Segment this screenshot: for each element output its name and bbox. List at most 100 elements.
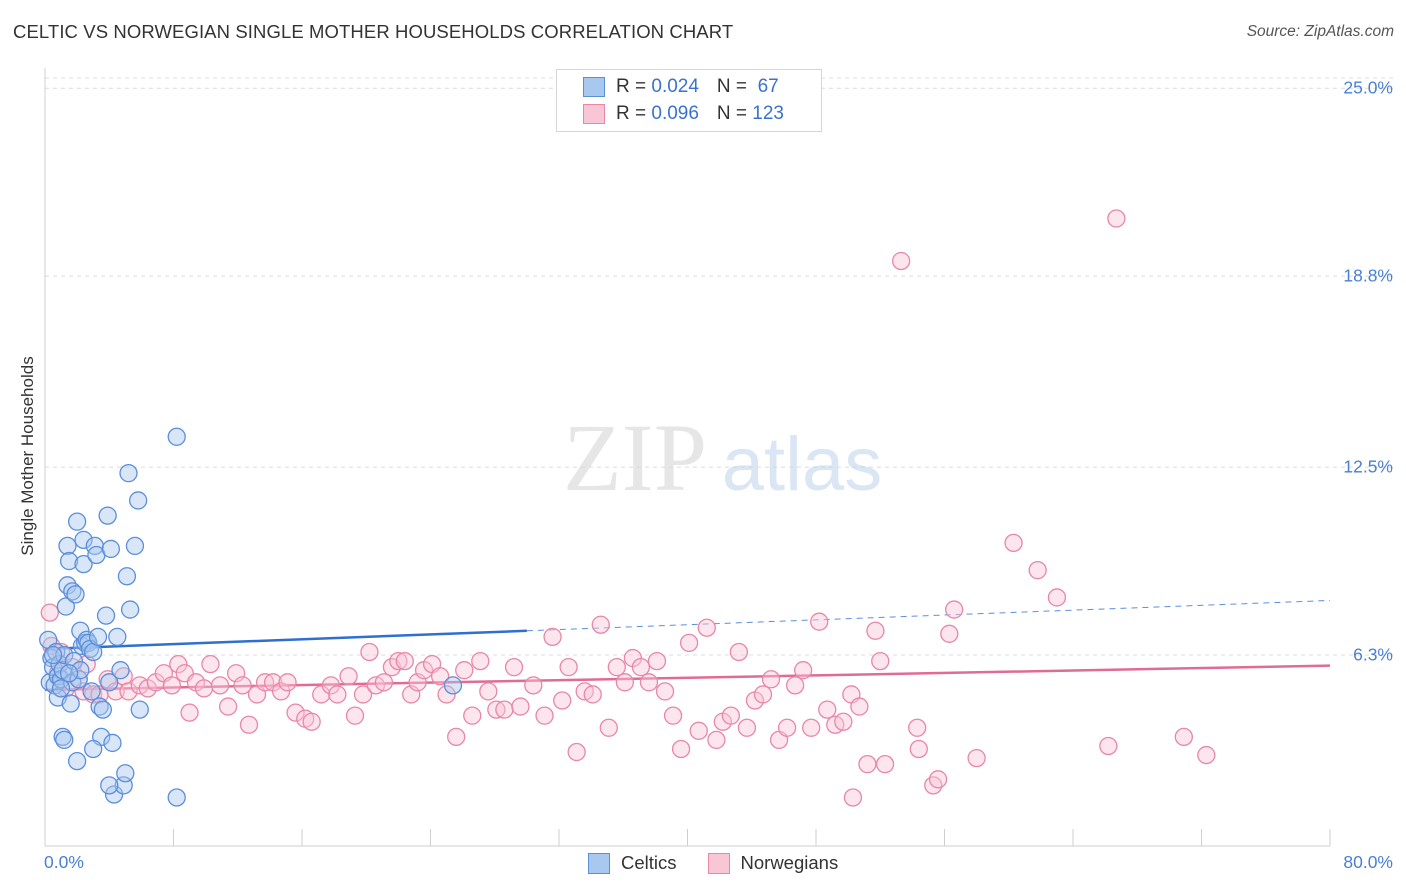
celtics-point xyxy=(66,585,85,604)
celtics-legend-swatch xyxy=(588,852,610,874)
legend-item-norwegians[interactable]: Norwegians xyxy=(707,852,839,874)
celtics-point xyxy=(96,606,116,625)
celtics-point xyxy=(129,491,148,510)
n-label: N = xyxy=(716,103,753,124)
norwegians-point xyxy=(753,685,773,704)
norwegians-point xyxy=(463,706,482,725)
celtics-point xyxy=(67,512,87,531)
norwegians-point xyxy=(471,651,490,671)
norwegians-point xyxy=(631,658,651,677)
celtics-point xyxy=(100,673,119,692)
norwegians-point xyxy=(233,676,252,695)
celtics-point xyxy=(167,788,186,807)
norwegians-point xyxy=(647,651,667,671)
norwegians-point xyxy=(729,642,749,662)
celtics-point xyxy=(125,536,145,556)
norwegians-point xyxy=(353,685,373,704)
celtics-point xyxy=(117,567,137,586)
norwegians-point xyxy=(1028,561,1047,580)
celtics-point xyxy=(108,627,127,646)
norwegians-point xyxy=(1004,533,1023,553)
norwegians-point xyxy=(679,633,699,653)
gridlines xyxy=(45,77,1393,656)
celtics-point xyxy=(119,464,138,483)
norwegians-point xyxy=(194,679,214,698)
y-tick-label: 25.0% xyxy=(1343,77,1393,98)
norwegians-point xyxy=(671,739,691,759)
celtics-point xyxy=(79,633,98,653)
norwegians-point xyxy=(286,703,305,722)
norwegians-point xyxy=(655,682,675,701)
norwegians-point xyxy=(810,612,829,631)
norwegians-point xyxy=(834,712,853,731)
celtics-point xyxy=(103,733,122,753)
n-label: N = xyxy=(716,76,753,97)
x-tick-label-min: 0.0% xyxy=(44,852,84,872)
celtics-point xyxy=(55,730,74,750)
r-value: 0.024 xyxy=(651,76,699,97)
legend-row-norwegians: R = 0.096 N = 123 xyxy=(583,103,784,125)
norwegians-point xyxy=(374,673,394,692)
norwegians-point xyxy=(389,651,408,671)
norwegians-point xyxy=(928,770,948,789)
norwegians-point xyxy=(909,739,928,759)
norwegians-point xyxy=(875,755,895,774)
data-points xyxy=(39,209,1216,807)
norwegians-point xyxy=(328,685,347,704)
celtics-point xyxy=(58,536,77,556)
norwegians-point xyxy=(447,727,466,747)
norwegians-point xyxy=(599,718,618,737)
norwegians-point xyxy=(495,700,514,719)
legend-item-celtics[interactable]: Celtics xyxy=(588,852,677,874)
norwegians-point xyxy=(321,676,341,695)
celtics-point xyxy=(69,670,88,689)
norwegians-legend-swatch xyxy=(707,852,730,874)
celtics-point xyxy=(98,506,117,525)
norwegians-point xyxy=(924,776,943,795)
norwegians-point xyxy=(201,654,220,674)
norwegians-point xyxy=(761,670,781,689)
norwegians-point xyxy=(944,600,964,619)
norwegians-point xyxy=(395,651,414,671)
norwegians-point xyxy=(858,755,877,774)
norwegians-point xyxy=(639,673,659,692)
source-label: Source: ZipAtlas.com xyxy=(1246,23,1394,40)
norwegians-point xyxy=(737,718,757,737)
norwegians-point xyxy=(239,715,259,734)
celtics-point xyxy=(67,751,87,771)
celtics-point xyxy=(88,627,108,646)
celtics-point xyxy=(100,776,119,795)
correlation-legend: R = 0.024 N = 67 R = 0.096 N = 123 xyxy=(556,69,822,132)
norwegians-point xyxy=(1197,745,1216,765)
norwegians-point xyxy=(302,712,321,731)
norwegians-point xyxy=(843,788,863,807)
norwegians-point xyxy=(591,615,610,634)
celtics-point xyxy=(56,597,76,616)
norwegians-point xyxy=(607,658,626,677)
norwegians-point xyxy=(180,703,199,722)
norwegians-point xyxy=(543,627,562,646)
celtics-point xyxy=(84,642,103,662)
celtics-point xyxy=(443,676,463,695)
series-legend: Celtics Norwegians xyxy=(588,852,869,874)
legend-row-celtics: R = 0.024 N = 67 xyxy=(583,76,779,98)
norwegians-point xyxy=(559,658,578,677)
celtics-point xyxy=(167,427,186,446)
celtics-point xyxy=(74,554,93,574)
norwegians-point xyxy=(339,667,358,686)
norwegians-point xyxy=(437,685,456,704)
celtics-point xyxy=(59,664,79,683)
celtics-point xyxy=(104,785,124,804)
norwegians-point xyxy=(169,654,188,674)
celtics-point xyxy=(53,727,72,747)
celtics-point xyxy=(111,661,130,680)
y-tick-label: 18.8% xyxy=(1343,265,1393,286)
norwegians-point xyxy=(967,748,986,768)
r-value: 0.096 xyxy=(651,103,699,124)
r-label: R = xyxy=(616,76,652,97)
celtics-point xyxy=(130,700,149,719)
norwegians-point xyxy=(40,603,59,622)
norwegians-point xyxy=(615,673,635,692)
norwegians-legend-label: Norwegians xyxy=(740,852,839,873)
